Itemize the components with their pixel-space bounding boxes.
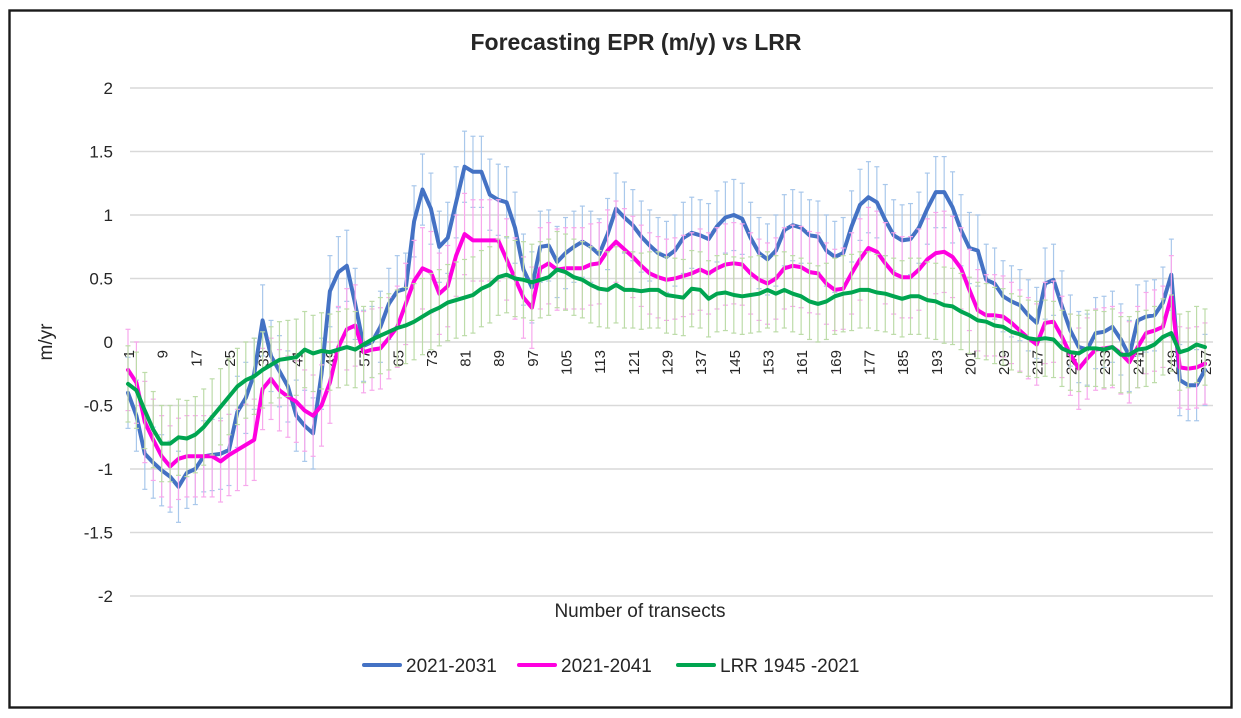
y-tick-label: 2 [104,79,113,98]
x-tick-label: 113 [592,350,609,374]
y-tick-label: -1 [98,460,113,479]
x-tick-label: 145 [727,350,744,375]
x-tick-label: 201 [962,350,979,375]
legend-label: 2021-2041 [561,656,652,677]
y-tick-label: -1.5 [84,524,113,543]
x-tick-label: 161 [794,350,811,375]
plot-series [125,130,1208,523]
legend: 2021-2031 2021-2041 LRR 1945 -2021 [362,656,859,677]
series-lrr-1945--2021 [125,230,1208,483]
x-tick-label: 65 [390,350,407,367]
x-tick-label: 137 [693,350,710,375]
chart-border [8,9,1233,709]
x-tick-label: 89 [491,350,508,367]
x-tick-label: 153 [760,350,777,375]
chart-title: Forecasting EPR (m/y) vs LRR [470,29,801,55]
x-tick-label: 193 [929,350,946,375]
y-tick-label: 0 [104,333,113,352]
x-tick-label: 169 [828,350,845,375]
x-tick-label: 73 [424,350,441,367]
x-tick-label: 225 [1063,350,1080,375]
x-tick-label: 9 [155,350,172,358]
y-tick-label: 0.5 [89,270,113,289]
x-tick-label: 129 [660,350,677,375]
x-axis-title: Number of transects [554,601,725,622]
gridlines [130,87,1213,597]
legend-label: LRR 1945 -2021 [720,656,859,677]
legend-item: 2021-2031 [362,656,497,677]
y-tick-label: 1.5 [89,143,113,162]
y-tick-label: -0.5 [84,397,113,416]
y-axis-title: m/yr [36,323,57,361]
legend-item: 2021-2041 [517,656,652,677]
x-tick-label: 209 [996,350,1013,375]
x-tick-label: 1 [121,350,138,358]
legend-item: LRR 1945 -2021 [676,656,859,677]
y-tick-label: 1 [104,206,113,225]
x-tick-label: 97 [525,350,542,367]
x-tick-label: 233 [1097,350,1114,375]
x-tick-label: 57 [357,350,374,367]
x-tick-label: 17 [188,350,205,367]
x-tick-label: 105 [559,350,576,375]
y-tick-label: -2 [98,587,113,606]
y-axis-tick-labels: 2 1.5 1 0.5 0 -0.5 -1 -1.5 -2 [84,79,113,606]
x-tick-label: 177 [861,350,878,375]
series-line [126,267,1207,446]
x-tick-label: 81 [458,350,475,367]
x-tick-label: 185 [895,350,912,375]
x-tick-label: 33 [256,350,273,367]
legend-label: 2021-2031 [406,656,497,677]
x-tick-label: 217 [1030,350,1047,375]
x-axis-tick-labels: 1 9 17 25 33 41 49 57 65 73 81 89 97 105 113 121 129 137 1… [121,350,1215,375]
x-tick-label: 121 [626,350,643,375]
x-tick-label: 241 [1131,350,1148,375]
